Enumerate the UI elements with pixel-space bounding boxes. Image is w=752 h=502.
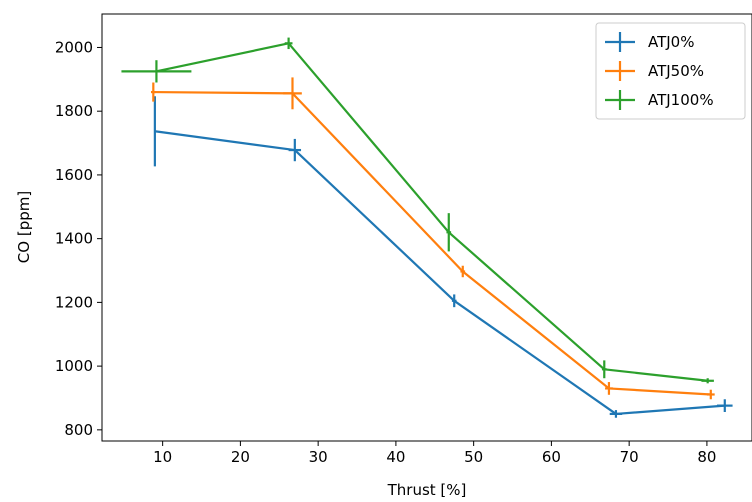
data-point xyxy=(462,270,464,273)
y-axis-title: CO [ppm] xyxy=(15,191,33,263)
y-tick-label: 1000 xyxy=(55,357,93,375)
data-point xyxy=(448,231,450,233)
legend-label: ATJ0% xyxy=(648,33,694,51)
data-point xyxy=(288,42,290,44)
x-axis: 10 20 30 40 50 60 70 80 xyxy=(153,441,716,466)
x-tick-label: 70 xyxy=(620,448,639,466)
data-point xyxy=(294,149,296,151)
data-point xyxy=(608,387,610,390)
x-tick-label: 40 xyxy=(386,448,405,466)
series-layer xyxy=(121,37,733,418)
x-tick-label: 60 xyxy=(542,448,561,466)
series-ATJ100% xyxy=(121,37,714,384)
legend-item: ATJ100% xyxy=(605,90,714,110)
axes-layer xyxy=(101,13,752,442)
data-point xyxy=(154,130,156,132)
x-tick-label: 80 xyxy=(697,448,716,466)
legend-box xyxy=(595,22,746,120)
data-point xyxy=(615,413,617,415)
data-point xyxy=(291,92,294,94)
x-tick-label: 30 xyxy=(309,448,328,466)
data-point xyxy=(453,300,455,302)
y-tick-label: 1200 xyxy=(55,293,93,311)
legend: ATJ0% ATJ50% ATJ100% xyxy=(595,22,746,120)
series-ATJ0% xyxy=(153,96,733,418)
y-tick-label: 800 xyxy=(64,421,93,439)
legend-label: ATJ100% xyxy=(648,91,714,109)
y-tick-label: 1800 xyxy=(55,102,93,120)
data-point xyxy=(724,405,726,407)
x-tick-label: 10 xyxy=(153,448,172,466)
x-tick-label: 20 xyxy=(231,448,250,466)
data-point xyxy=(707,380,709,382)
legend-item: ATJ50% xyxy=(605,61,704,81)
plot-frame xyxy=(101,13,752,442)
data-point xyxy=(603,368,605,370)
y-tick-label: 1600 xyxy=(55,166,93,184)
data-point xyxy=(155,70,158,72)
x-axis-title: Thrust [%] xyxy=(387,481,467,499)
y-tick-label: 2000 xyxy=(55,38,93,56)
data-point xyxy=(710,393,712,396)
x-tick-label: 50 xyxy=(464,448,483,466)
legend-label: ATJ50% xyxy=(648,62,704,80)
data-point xyxy=(152,91,154,93)
series-ATJ50% xyxy=(150,77,715,400)
y-axis: 800 1000 1200 1400 1600 1800 2000 xyxy=(55,38,102,439)
legend-item: ATJ0% xyxy=(605,32,694,52)
y-tick-label: 1400 xyxy=(55,230,93,248)
